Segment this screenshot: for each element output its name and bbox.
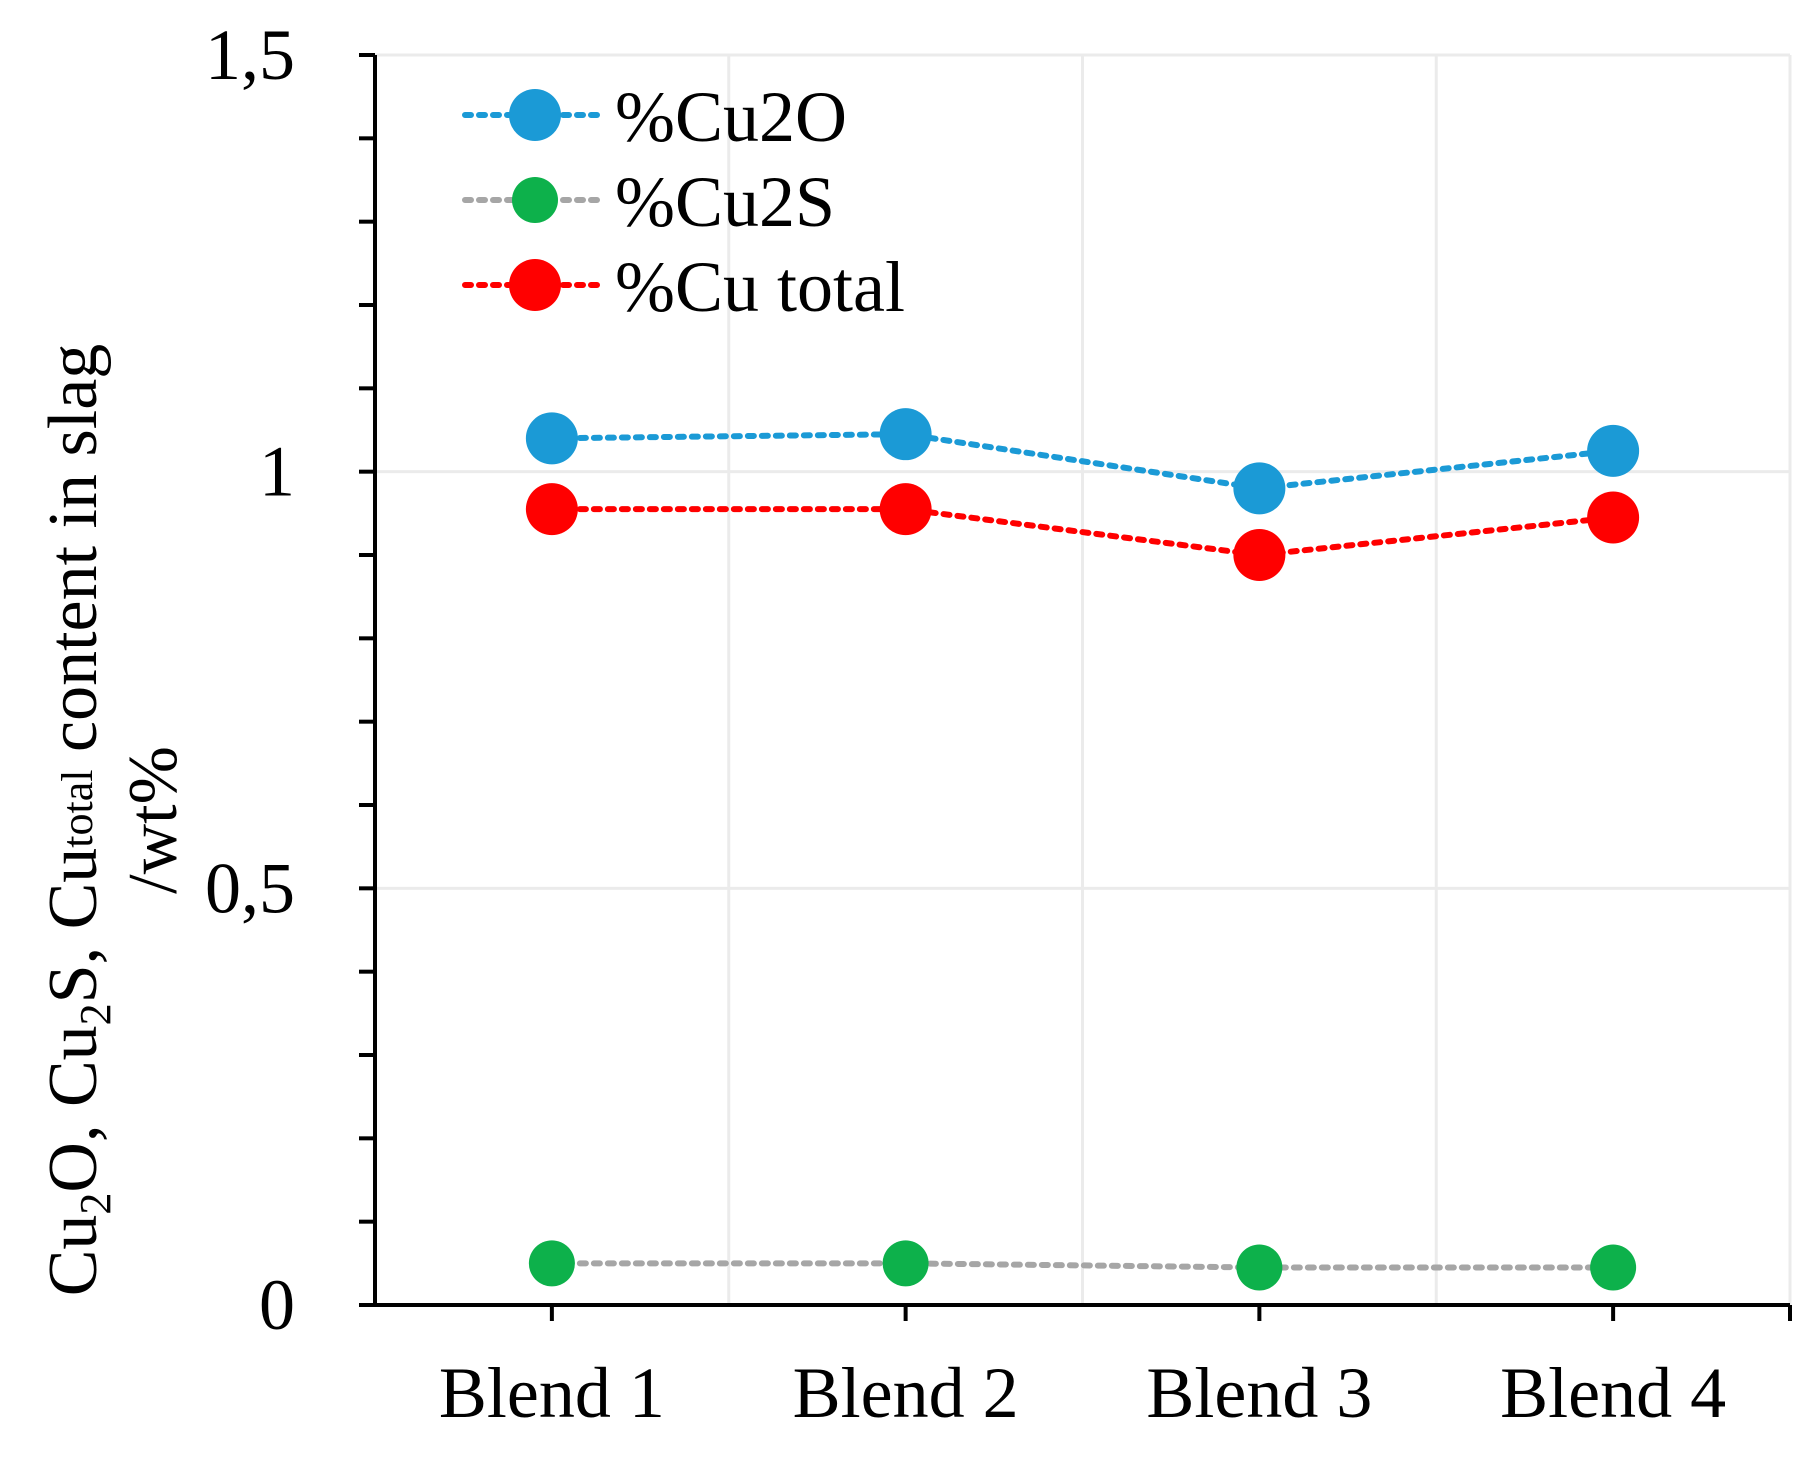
legend-marker-1 bbox=[512, 177, 558, 223]
point-s2-0 bbox=[525, 483, 578, 536]
series-layer bbox=[525, 408, 1640, 1291]
point-s1-1 bbox=[882, 1240, 929, 1287]
point-s0-2 bbox=[1233, 462, 1286, 515]
point-s1-0 bbox=[528, 1240, 575, 1287]
legend-label-2: %Cu total bbox=[615, 247, 905, 327]
y-tick-label-0: 0 bbox=[259, 1265, 295, 1345]
legend-label-0: %Cu2O bbox=[615, 77, 847, 157]
ylabel-sub-2: 2 bbox=[71, 1193, 120, 1215]
point-s2-3 bbox=[1587, 491, 1640, 544]
point-s1-2 bbox=[1236, 1244, 1283, 1291]
x-tick-label-1: Blend 2 bbox=[793, 1353, 1019, 1433]
ylabel-sub-4: 2 bbox=[71, 1003, 120, 1025]
point-s1-3 bbox=[1590, 1244, 1637, 1291]
y-axis-title-line2: /wt% bbox=[115, 746, 192, 894]
point-s2-1 bbox=[879, 483, 932, 536]
y-axis-title: Cu2O, Cu2S, Cutotal content in slag /wt% bbox=[35, 344, 192, 1297]
series-line-0 bbox=[548, 431, 1617, 492]
point-s0-0 bbox=[525, 412, 578, 465]
point-s0-3 bbox=[1587, 424, 1640, 477]
ylabel-sub-total: total bbox=[53, 769, 102, 847]
legend-label-1: %Cu2S bbox=[615, 162, 835, 242]
grid-lines bbox=[375, 53, 1792, 1305]
series-line-2 bbox=[548, 506, 1617, 559]
ylabel-part-1: Cu bbox=[35, 1215, 112, 1297]
point-s0-1 bbox=[879, 408, 932, 461]
series-line-1 bbox=[548, 1260, 1617, 1271]
x-tick-label-2: Blend 3 bbox=[1146, 1353, 1372, 1433]
ylabel-part-3: O, Cu bbox=[35, 1025, 112, 1192]
x-tick-label-0: Blend 1 bbox=[439, 1353, 665, 1433]
ylabel-part-5: S, Cu bbox=[35, 848, 112, 1004]
legend: %Cu2O%Cu2S%Cu total bbox=[462, 77, 905, 327]
y-tick-label-3: 1,5 bbox=[205, 15, 295, 95]
point-s2-2 bbox=[1233, 529, 1286, 581]
legend-marker-2 bbox=[509, 259, 561, 311]
y-tick-label-1: 0,5 bbox=[205, 848, 295, 928]
y-axis-title-line1: Cu2O, Cu2S, Cutotal content in slag bbox=[35, 344, 120, 1297]
x-tick-label-3: Blend 4 bbox=[1500, 1353, 1726, 1433]
legend-marker-0 bbox=[509, 89, 561, 141]
ylabel-part-7: content in slag bbox=[35, 344, 112, 770]
y-tick-label-2: 1 bbox=[259, 432, 295, 512]
axes: 0 0,5 1 1,5 Blend 1 Blend 2 Blend 3 Blend 4 bbox=[205, 15, 1792, 1433]
